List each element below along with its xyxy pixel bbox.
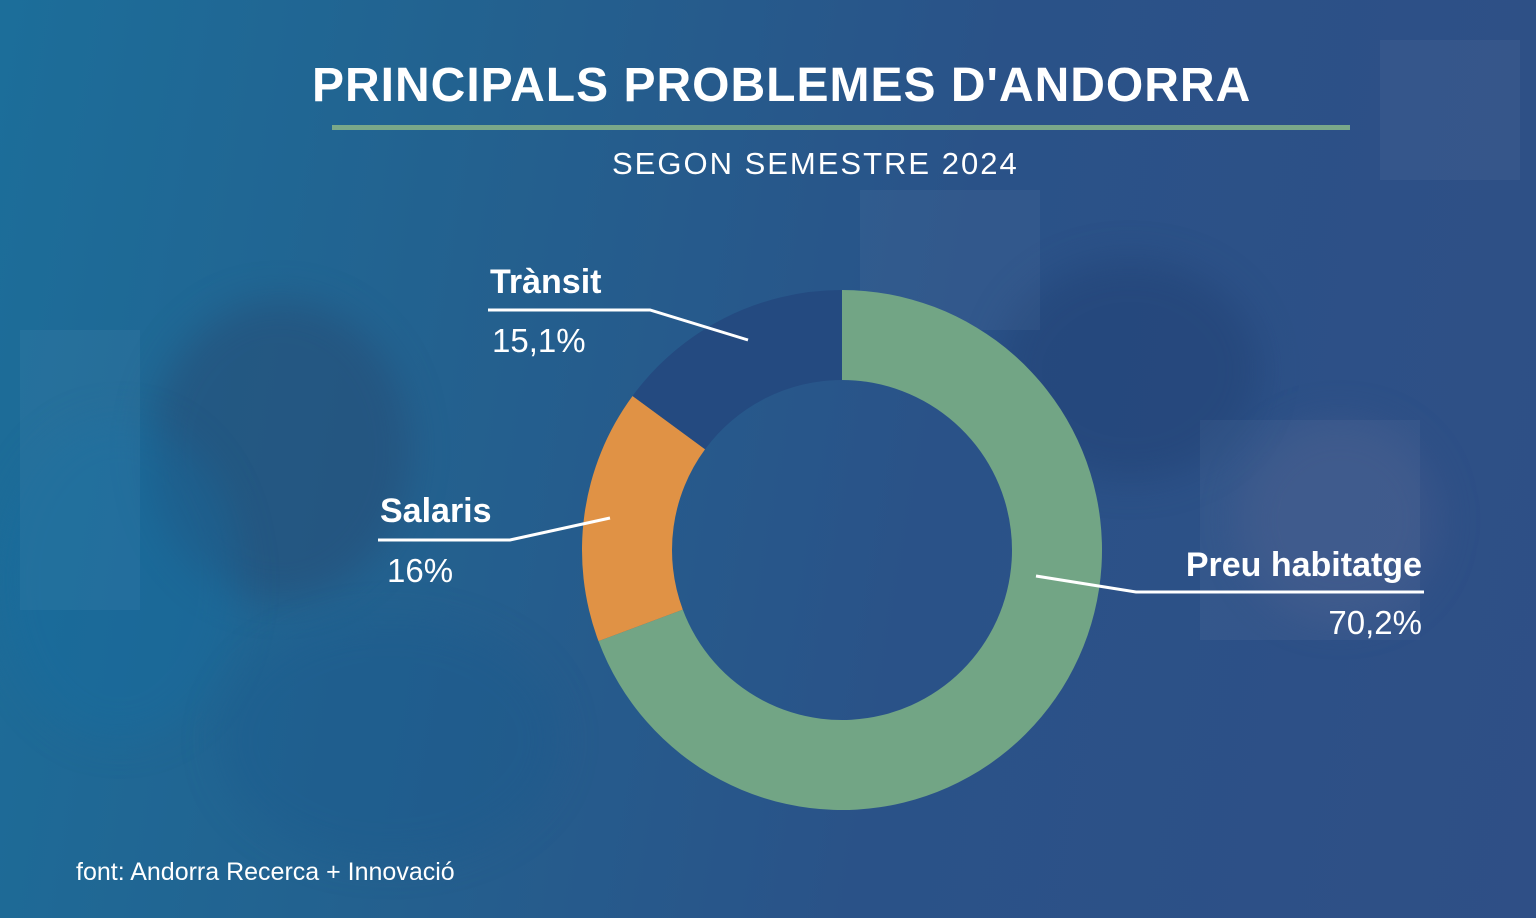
callout-line-salaris — [378, 516, 611, 542]
page-title: PRINCIPALS PROBLEMES D'ANDORRA — [312, 59, 1252, 112]
title-underline — [332, 125, 1350, 130]
slice-name-transit: Trànsit — [490, 263, 601, 301]
slice-name-salaris: Salaris — [380, 492, 492, 530]
source-note: font: Andorra Recerca + Innovació — [76, 858, 455, 886]
callouts — [378, 308, 1424, 594]
callout-line-preu-habitatge — [1035, 574, 1424, 594]
slice-value-preu-habitatge: 70,2% — [1328, 604, 1422, 641]
slice-name-preu-habitatge: Preu habitatge — [1186, 546, 1422, 584]
slice-preu-habitatge — [598, 290, 1103, 810]
slice-labels: Trànsit 15,1% Salaris 16% Preu habitatge… — [380, 263, 1422, 641]
slice-salaris — [582, 395, 706, 642]
page-subtitle: SEGON SEMESTRE 2024 — [612, 146, 1019, 181]
slice-transit — [632, 290, 842, 450]
slice-value-transit: 15,1% — [492, 322, 586, 359]
callout-line-transit — [488, 308, 749, 342]
slice-value-salaris: 16% — [387, 552, 453, 589]
donut-slices — [582, 290, 1103, 810]
